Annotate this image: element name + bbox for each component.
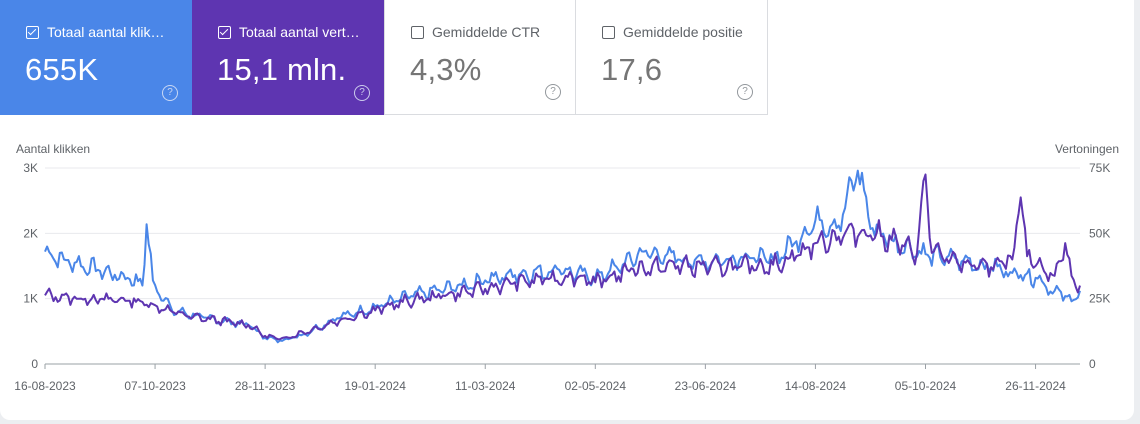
x-tick-label: 16-08-2023 xyxy=(14,379,76,393)
help-circle-icon[interactable]: ? xyxy=(737,84,753,100)
metric-card-header: Totaal aantal vert… xyxy=(218,24,360,40)
metric-card-header: Gemiddelde positie xyxy=(602,24,743,40)
x-tick-label: 28-11-2023 xyxy=(235,379,296,393)
metric-value: 655K xyxy=(25,52,99,87)
x-tick-label: 19-01-2024 xyxy=(344,379,406,393)
series-lines xyxy=(44,169,1081,344)
checkbox-checked-icon[interactable] xyxy=(26,25,39,39)
x-tick-label: 11-03-2024 xyxy=(455,379,516,393)
x-tick-label: 26-11-2024 xyxy=(1005,379,1066,393)
metric-card-header: Totaal aantal klik… xyxy=(26,24,165,40)
clicks-series-line xyxy=(44,173,1081,341)
metric-card-average-ctr[interactable]: Gemiddelde CTR 4,3% ? xyxy=(384,0,576,115)
checkbox-checked-icon[interactable] xyxy=(218,25,231,39)
y-tick-label-right: 75K xyxy=(1089,161,1110,175)
y-tick-label-left: 0 xyxy=(31,357,38,371)
help-circle-icon[interactable]: ? xyxy=(354,85,370,101)
y-tick-label-left: 1K xyxy=(23,292,38,306)
y-axis-left-label: Aantal klikken xyxy=(16,142,90,156)
metric-card-total-clicks[interactable]: Totaal aantal klik… 655K ? xyxy=(0,0,192,115)
metric-label: Gemiddelde CTR xyxy=(432,24,541,40)
metric-cards: Totaal aantal klik… 655K ? Totaal aantal… xyxy=(0,0,768,115)
x-tick-label: 23-06-2024 xyxy=(675,379,737,393)
y-tick-label-right: 0 xyxy=(1089,357,1096,371)
performance-chart[interactable]: Aantal klikken Vertoningen 0 1K 2K 3K 0 25K 50… xyxy=(0,130,1134,400)
metric-value: 4,3% xyxy=(410,52,482,87)
y-tick-labels: 0 1K 2K 3K 0 25K 50K 75K xyxy=(23,161,1110,371)
y-tick-label-right: 50K xyxy=(1089,226,1110,240)
metric-label: Gemiddelde positie xyxy=(623,24,743,40)
x-tick-labels: 16-08-2023 07-10-2023 28-11-2023 19-01-2024… xyxy=(14,364,1066,393)
y-axis-right-label: Vertoningen xyxy=(1055,142,1119,156)
help-circle-icon[interactable]: ? xyxy=(545,84,561,100)
checkbox-unchecked-icon[interactable] xyxy=(411,25,424,39)
metric-card-header: Gemiddelde CTR xyxy=(411,24,540,40)
x-tick-label: 02-05-2024 xyxy=(565,379,627,393)
metric-card-total-impressions[interactable]: Totaal aantal vert… 15,1 mln. ? xyxy=(192,0,384,115)
x-tick-label: 05-10-2024 xyxy=(895,379,957,393)
y-tick-label-right: 25K xyxy=(1089,292,1110,306)
metric-label: Totaal aantal klik… xyxy=(47,24,165,40)
grid-lines xyxy=(45,167,1080,365)
y-tick-label-left: 2K xyxy=(23,226,38,240)
metric-value: 15,1 mln. xyxy=(217,52,347,87)
metric-label: Totaal aantal vert… xyxy=(239,24,360,40)
x-tick-label: 07-10-2023 xyxy=(124,379,186,393)
help-circle-icon[interactable]: ? xyxy=(162,85,178,101)
checkbox-unchecked-icon[interactable] xyxy=(602,25,615,39)
metric-card-average-position[interactable]: Gemiddelde positie 17,6 ? xyxy=(576,0,768,115)
y-tick-label-left: 3K xyxy=(23,161,38,175)
metric-value: 17,6 xyxy=(601,52,663,87)
x-tick-label: 14-08-2024 xyxy=(785,379,847,393)
